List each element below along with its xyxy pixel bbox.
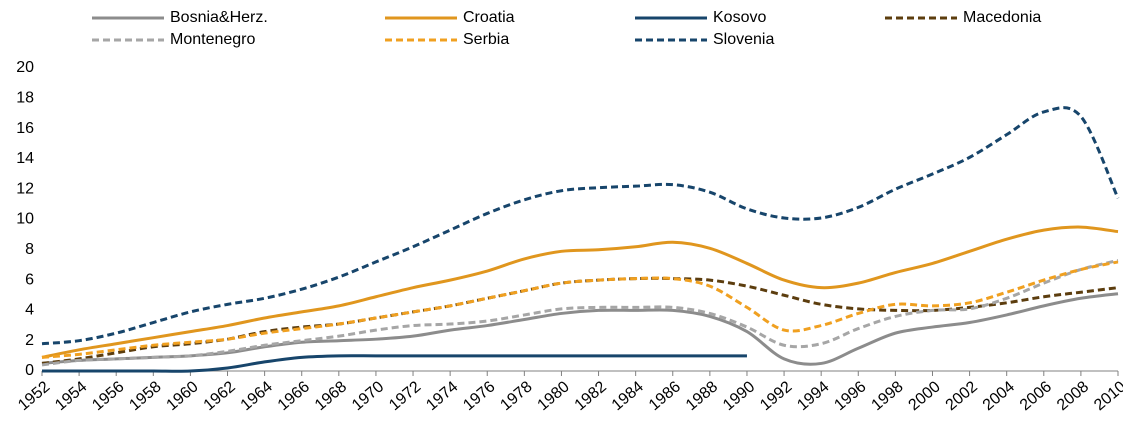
x-tick-label: 1952 — [15, 378, 53, 414]
series-line — [41, 225, 1119, 359]
series-line — [41, 106, 1120, 346]
y-tick-label: 14 — [16, 150, 34, 167]
x-tick-label: 1972 — [386, 378, 424, 414]
legend-label: Slovenia — [713, 31, 774, 48]
legend-label: Serbia — [463, 31, 509, 48]
x-tick-label: 1988 — [683, 378, 721, 414]
x-tick-label: 1960 — [164, 378, 202, 414]
x-tick-label: 1982 — [572, 378, 610, 414]
series-line — [41, 260, 1119, 359]
x-tick-label: 1962 — [201, 378, 239, 414]
y-tick-label: 0 — [25, 362, 34, 379]
series-line — [41, 354, 747, 373]
x-tick-label: 1978 — [497, 378, 535, 414]
legend-label: Croatia — [463, 9, 515, 26]
legend-label: Kosovo — [713, 9, 766, 26]
legend-label: Macedonia — [963, 9, 1041, 26]
x-tick-label: 1956 — [89, 378, 127, 414]
series-line — [41, 258, 1119, 367]
y-tick-label: 18 — [16, 90, 34, 107]
x-tick-label: 2006 — [1017, 378, 1055, 414]
x-tick-label: 2008 — [1054, 378, 1092, 414]
x-tick-label: 2004 — [980, 378, 1018, 414]
y-tick-label: 16 — [16, 120, 34, 137]
x-tick-label: 1964 — [238, 378, 276, 414]
y-tick-label: 12 — [16, 180, 34, 197]
x-tick-label: 1976 — [460, 378, 498, 414]
x-tick-label: 1996 — [831, 378, 869, 414]
series-line — [41, 276, 1119, 365]
x-tick-label: 1974 — [423, 378, 461, 414]
x-tick-label: 1998 — [868, 378, 906, 414]
y-tick-label: 6 — [25, 271, 34, 288]
y-tick-label: 8 — [25, 241, 34, 258]
legend-label: Montenegro — [170, 31, 255, 48]
x-tick-label: 1990 — [720, 378, 758, 414]
legend-label: Bosnia&Herz. — [170, 9, 268, 26]
x-tick-label: 1986 — [646, 378, 684, 414]
x-tick-label: 1970 — [349, 378, 387, 414]
y-tick-label: 10 — [16, 211, 34, 228]
y-tick-label: 20 — [16, 59, 34, 76]
x-tick-label: 1958 — [126, 378, 164, 414]
x-tick-label: 1968 — [312, 378, 350, 414]
y-tick-label: 4 — [25, 302, 34, 319]
x-tick-label: 1992 — [757, 378, 795, 414]
x-tick-label: 1980 — [535, 378, 573, 414]
x-tick-label: 2000 — [906, 378, 944, 414]
x-tick-label: 1966 — [275, 378, 313, 414]
x-tick-label: 2002 — [943, 378, 981, 414]
x-tick-label: 1994 — [794, 378, 832, 414]
x-tick-label: 2010 — [1091, 378, 1123, 414]
x-tick-label: 1954 — [52, 378, 90, 414]
y-tick-label: 2 — [25, 332, 34, 349]
x-tick-label: 1984 — [609, 378, 647, 414]
